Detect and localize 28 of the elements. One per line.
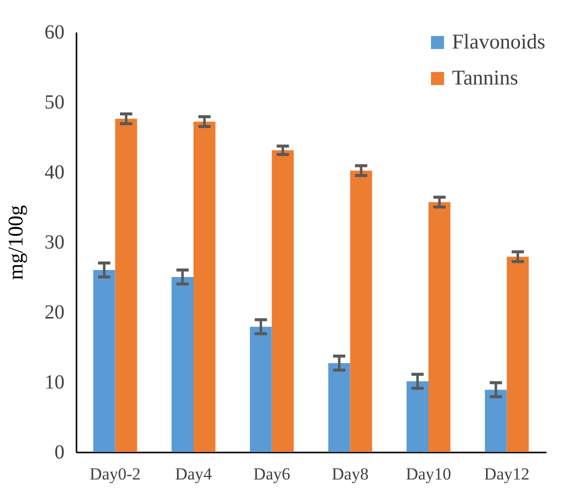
bar	[93, 270, 116, 452]
y-tick-label: 30	[44, 232, 64, 254]
bar	[506, 256, 529, 452]
bar	[350, 170, 372, 452]
y-tick-label: 40	[44, 162, 64, 184]
x-tick-label: Day8	[332, 464, 369, 484]
bar	[328, 363, 350, 452]
y-tick-label: 20	[44, 302, 64, 324]
x-tick-label: Day6	[253, 464, 290, 484]
bar	[428, 202, 450, 452]
bar	[115, 118, 138, 452]
bar	[406, 381, 428, 452]
bar	[484, 390, 507, 452]
y-tick-label: 10	[44, 372, 64, 394]
bar	[250, 326, 272, 452]
x-tick-label: Day0-2	[90, 464, 141, 484]
bar	[272, 150, 294, 452]
y-tick-label: 60	[44, 22, 64, 44]
y-tick-label: 50	[44, 92, 64, 114]
legend-label: Flavonoids	[452, 30, 546, 54]
x-tick-label: Day12	[484, 464, 530, 484]
y-tick-label: 0	[54, 442, 64, 464]
y-axis-title: mg/100g	[4, 204, 28, 280]
x-tick-label: Day4	[175, 464, 212, 484]
bar	[194, 122, 216, 452]
legend-label: Tannins	[452, 66, 518, 90]
bar	[172, 277, 194, 452]
x-tick-label: Day10	[406, 464, 452, 484]
